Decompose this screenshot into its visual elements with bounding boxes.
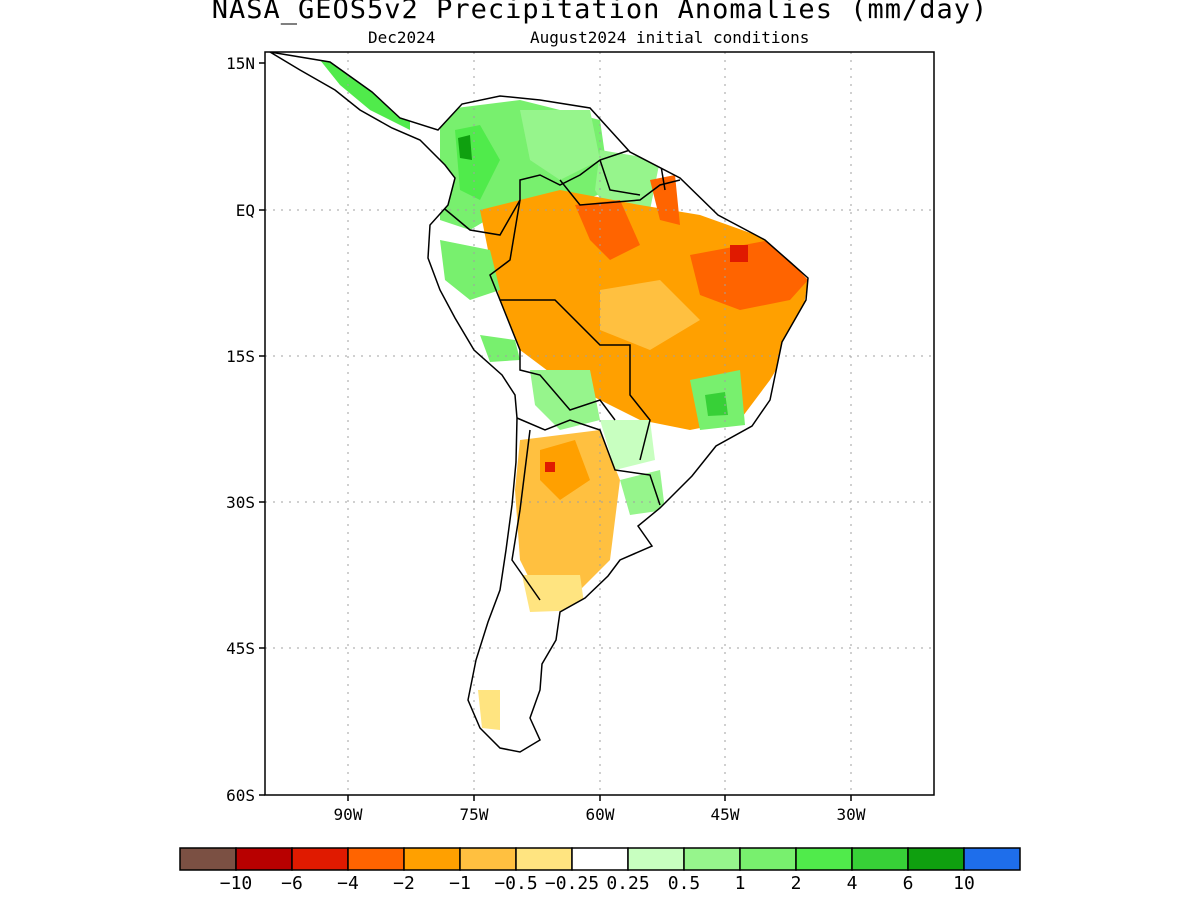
lon-label-60w: 60W xyxy=(586,805,615,824)
colorbar-label: −0.25 xyxy=(545,873,599,894)
anomaly-wet-strong-central-brazil xyxy=(705,392,728,416)
anomaly-wet-peru xyxy=(440,240,500,300)
colorbar-swatch xyxy=(739,847,797,871)
lat-label-45s: 45S xyxy=(226,639,255,658)
anomaly-dry-moderate-amazon xyxy=(575,200,640,260)
colorbar-label: −2 xyxy=(393,873,415,894)
colorbar-swatch xyxy=(571,847,629,871)
lat-label-15s: 15S xyxy=(226,347,255,366)
colorbar-label: 10 xyxy=(953,873,975,894)
lon-label-30w: 30W xyxy=(837,805,866,824)
lon-label-90w: 90W xyxy=(334,805,363,824)
colorbar-swatch xyxy=(291,847,349,871)
country-borders xyxy=(439,149,681,601)
anomaly-dry-light-chile-south xyxy=(478,690,500,730)
colorbar-swatch xyxy=(683,847,741,871)
colorbar-swatch xyxy=(347,847,405,871)
anomaly-wet-venezuela xyxy=(520,110,600,180)
colorbar-label: 4 xyxy=(847,873,858,894)
lat-label-60s: 60S xyxy=(226,786,255,805)
colorbar-swatch xyxy=(403,847,461,871)
lon-label-45w: 45W xyxy=(711,805,740,824)
anomaly-dry-weak-patagonia xyxy=(522,575,585,612)
colorbar: −10 −6 −4 −2 −1 −0.5 −0.25 0.25 0.5 1 2 4 6 10 xyxy=(179,847,1021,894)
colorbar-swatch xyxy=(235,847,293,871)
anomaly-wet-max-colombia xyxy=(458,135,472,160)
colorbar-swatch xyxy=(963,847,1021,871)
anomaly-wet-uruguay xyxy=(620,470,665,515)
colorbar-label: 1 xyxy=(735,873,746,894)
colorbar-label: 6 xyxy=(903,873,914,894)
colorbar-label: 2 xyxy=(791,873,802,894)
colorbar-swatch xyxy=(795,847,853,871)
latitude-ticks xyxy=(259,62,265,796)
anomaly-wet-guyana xyxy=(595,150,660,215)
longitude-ticks xyxy=(347,795,852,801)
colorbar-label: −0.5 xyxy=(494,873,537,894)
colorbar-label: −6 xyxy=(281,873,303,894)
colorbar-swatch xyxy=(515,847,573,871)
map-subtitle-initial-conditions: August2024 initial conditions xyxy=(530,28,810,47)
colorbar-label: 0.5 xyxy=(668,873,701,894)
anomaly-dry-light-center xyxy=(600,280,700,350)
colorbar-label: −4 xyxy=(337,873,359,894)
map-title: NASA_GEOS5v2 Precipitation Anomalies (mm… xyxy=(211,0,989,25)
map-subtitle-month: Dec2024 xyxy=(368,28,436,47)
lat-label-30s: 30S xyxy=(226,493,255,512)
lat-label-eq: EQ xyxy=(236,201,255,220)
lon-label-75w: 75W xyxy=(460,805,489,824)
colorbar-swatch xyxy=(179,847,237,871)
anomaly-wet-peru-south xyxy=(480,335,520,362)
lat-label-15n: 15N xyxy=(226,54,255,73)
anomaly-wet-bolivia xyxy=(530,370,600,430)
colorbar-swatch xyxy=(851,847,909,871)
anomaly-dry-strong-northeast xyxy=(730,245,748,262)
colorbar-label: −1 xyxy=(449,873,471,894)
colorbar-swatch xyxy=(627,847,685,871)
anomaly-dry-strong-argentina xyxy=(545,462,555,472)
colorbar-label: −10 xyxy=(220,873,253,894)
colorbar-swatch xyxy=(459,847,517,871)
anomaly-dry-moderate-argentina xyxy=(540,440,590,500)
continent-outline xyxy=(269,52,809,753)
colorbar-swatch xyxy=(907,847,965,871)
colorbar-label: 0.25 xyxy=(606,873,649,894)
anomaly-dry-moderate-east xyxy=(690,240,808,310)
precipitation-anomaly-field xyxy=(320,60,808,730)
